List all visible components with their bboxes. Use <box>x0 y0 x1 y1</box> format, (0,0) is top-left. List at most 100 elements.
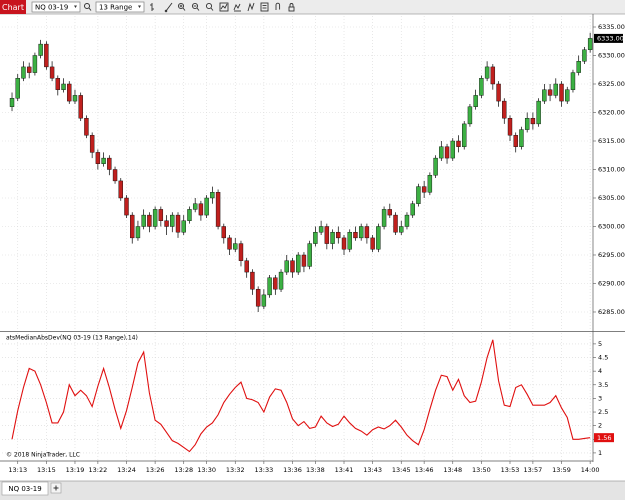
strategy-button[interactable] <box>233 3 241 12</box>
candle-body <box>227 237 232 250</box>
candle-body <box>587 38 593 50</box>
candle-body <box>404 214 410 227</box>
x-tick-label: 13:41 <box>335 466 354 474</box>
chart-tab[interactable] <box>0 0 26 14</box>
candle-body <box>576 60 581 73</box>
candle-body <box>462 123 467 147</box>
candle-body <box>152 209 158 227</box>
candle-body <box>307 243 312 267</box>
candle-body <box>387 209 392 216</box>
candle-body <box>347 231 352 250</box>
dropdown-arrow <box>74 5 77 8</box>
candle-body <box>261 294 267 307</box>
candle-body <box>187 209 192 221</box>
template-button[interactable] <box>260 2 269 12</box>
candle-body <box>32 55 38 73</box>
y-tick-label: 5 <box>598 340 602 348</box>
candle-body <box>456 140 461 147</box>
lock-button[interactable] <box>288 3 295 12</box>
x-tick-label: 13:53 <box>501 466 520 474</box>
candle-body <box>72 95 78 102</box>
zoom-in-button[interactable] <box>177 2 186 11</box>
candle-body <box>290 260 295 273</box>
candle-body <box>381 209 387 227</box>
candle-body <box>547 89 553 96</box>
candle-body <box>49 66 55 79</box>
y-tick-label: 6325.00 <box>598 80 625 88</box>
candle-body <box>530 117 536 125</box>
candle-body <box>238 243 244 261</box>
x-tick-label: 13:57 <box>524 466 543 474</box>
candle-body <box>490 66 496 85</box>
copyright: © 2018 NinjaTrader, LLC <box>6 452 80 459</box>
y-tick-label: 3 <box>598 394 602 402</box>
candle-body <box>513 135 518 147</box>
x-tick-label: 13:19 <box>66 466 85 474</box>
indicator-line <box>11 339 591 453</box>
zoom-out-button[interactable] <box>191 2 200 11</box>
bar-type-button[interactable] <box>150 3 154 11</box>
candle-body <box>210 192 215 199</box>
candle-body <box>26 66 32 73</box>
search-button[interactable] <box>84 3 92 11</box>
add-tab-icon <box>53 485 59 491</box>
candle-body <box>89 135 95 153</box>
draw-tool-button[interactable] <box>164 2 173 13</box>
x-tick-label: 13:50 <box>472 466 491 474</box>
y-tick-label: 2.5 <box>598 408 608 416</box>
candle-body <box>553 83 558 96</box>
candle-body <box>198 203 204 216</box>
y-tick-label: 6330.00 <box>598 51 625 59</box>
candle-body <box>61 83 66 90</box>
y-tick-label: 4.5 <box>598 354 608 362</box>
candle-body <box>416 186 421 204</box>
x-tick-label: 13:48 <box>443 466 462 474</box>
attach-button[interactable] <box>275 2 281 10</box>
candle-body <box>582 49 587 62</box>
candle-body <box>101 157 106 164</box>
candle-body <box>450 140 455 159</box>
candle-body <box>330 231 335 244</box>
last-price-label: 6333.00 <box>597 35 624 43</box>
candle-body <box>358 226 364 239</box>
candle-body <box>353 231 358 239</box>
x-tick-label: 13:43 <box>363 466 382 474</box>
candle-body <box>44 43 49 68</box>
marks-layer: 6333.00 1.56 <box>9 32 624 453</box>
candle-body <box>221 226 227 239</box>
candle-body <box>570 72 576 90</box>
candle-body <box>433 157 438 176</box>
toolbar <box>0 0 625 14</box>
candle-body <box>84 117 89 136</box>
x-tick-label: 13:59 <box>552 466 571 474</box>
candle-body <box>147 214 152 227</box>
candle-body <box>67 83 72 102</box>
candle-body <box>158 209 164 221</box>
y-tick-label: 3.5 <box>598 381 608 389</box>
y-tick-label: 6285.00 <box>598 308 625 316</box>
properties-button[interactable] <box>247 2 255 12</box>
instrument-selector[interactable] <box>31 1 81 13</box>
candle-body <box>559 83 564 102</box>
x-tick-label: 13:33 <box>255 466 274 474</box>
x-tick-label: 13:28 <box>174 466 193 474</box>
x-tick-label: 13:22 <box>89 466 108 474</box>
candle-body <box>267 277 272 296</box>
candle-body <box>376 226 381 250</box>
candle-body <box>118 180 123 199</box>
instrument-tab[interactable] <box>1 481 49 496</box>
x-tick-label: 13:15 <box>37 466 56 474</box>
candle-body <box>255 288 261 307</box>
x-tick-label: 13:36 <box>283 466 302 474</box>
tab-bar <box>0 481 625 500</box>
chart-tab-label: Chart <box>2 3 24 12</box>
search-button[interactable] <box>205 2 214 11</box>
candle-body <box>112 169 118 182</box>
candle-body <box>313 231 318 244</box>
indicator-button[interactable] <box>219 2 229 12</box>
interval-selector[interactable] <box>95 1 145 13</box>
last-value-label: 1.56 <box>597 434 611 442</box>
candle-body <box>519 129 524 147</box>
x-tick-label: 13:24 <box>117 466 136 474</box>
